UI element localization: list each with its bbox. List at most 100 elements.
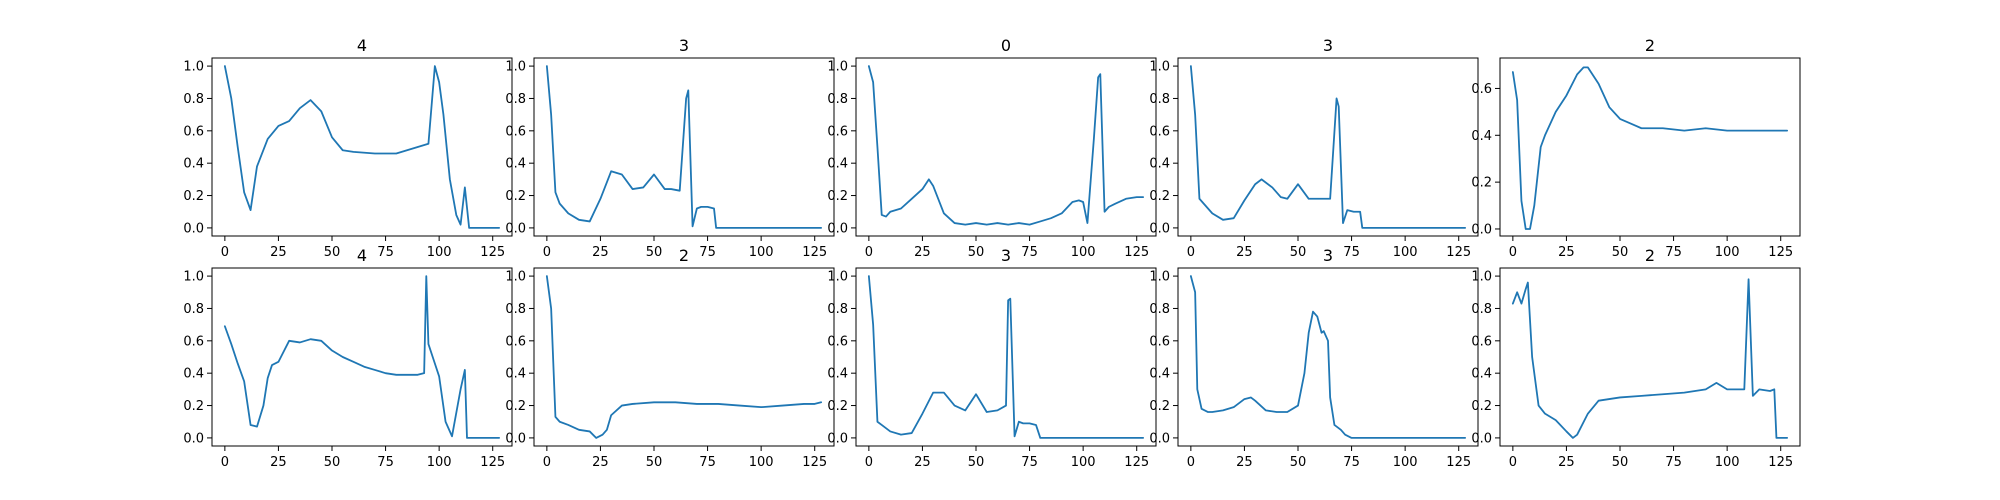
y-tick-label: 0.0: [1471, 431, 1492, 446]
subplot-4: 3 0 25 50 75 100 125 0.0 0.2 0.4 0.6 0.8 1.0: [1149, 36, 1479, 260]
subplot-8: 3 0 25 50 75 100 125 0.0 0.2 0.4 0.6 0.8 1.0: [827, 246, 1157, 470]
y-tick-label: 0.6: [183, 124, 204, 139]
x-tick-label: 50: [1612, 245, 1629, 260]
subplot-title: 2: [1645, 36, 1655, 55]
x-tick-label: 75: [1021, 245, 1038, 260]
series-line: [223, 65, 501, 229]
x-tick-label: 0: [865, 245, 873, 260]
y-tick-label: 0.0: [505, 431, 526, 446]
y-tick-label: 0.4: [1149, 157, 1170, 172]
series-line: [867, 275, 1145, 439]
y-tick-label: 0.4: [505, 157, 526, 172]
x-tick-label: 100: [1393, 455, 1418, 470]
x-tick-label: 125: [480, 245, 505, 260]
x-tick-label: 0: [543, 455, 551, 470]
x-tick-label: 0: [1509, 455, 1517, 470]
y-tick-label: 0.6: [1149, 124, 1170, 139]
subplot-9: 3 0 25 50 75 100 125 0.0 0.2 0.4 0.6 0.8 1.0: [1149, 246, 1479, 470]
y-tick-label: 0.2: [505, 399, 526, 414]
y-tick-label: 0.0: [505, 221, 526, 236]
x-tick-label: 0: [543, 245, 551, 260]
subplot-2: 3 0 25 50 75 100 125 0.0 0.2 0.4 0.6 0.8 1.0: [505, 36, 835, 260]
x-tick-label: 125: [802, 245, 827, 260]
x-tick-label: 75: [1021, 455, 1038, 470]
series-line: [223, 275, 501, 439]
subplot-title: 3: [1323, 246, 1333, 265]
y-tick-label: 0.2: [827, 189, 848, 204]
x-tick-label: 25: [914, 245, 931, 260]
x-tick-label: 100: [1393, 245, 1418, 260]
x-tick-label: 50: [1290, 455, 1307, 470]
x-tick-label: 125: [802, 455, 827, 470]
x-tick-label: 125: [1768, 245, 1793, 260]
subplot-5: 2 0 25 50 75 100 125 0.0 0.2 0.4 0.6: [1471, 36, 1801, 260]
y-tick-label: 0.8: [183, 302, 204, 317]
y-tick-label: 0.2: [183, 189, 204, 204]
y-tick-label: 0.4: [1471, 129, 1492, 144]
x-tick-label: 25: [1236, 245, 1253, 260]
y-tick-label: 0.0: [183, 431, 204, 446]
x-tick-label: 100: [1071, 455, 1096, 470]
y-tick-label: 0.8: [827, 302, 848, 317]
x-tick-label: 50: [646, 245, 663, 260]
x-tick-label: 100: [749, 455, 774, 470]
y-tick-label: 0.6: [1149, 334, 1170, 349]
y-tick-label: 0.4: [1149, 367, 1170, 382]
y-tick-label: 0.0: [183, 221, 204, 236]
y-tick-label: 1.0: [827, 270, 848, 285]
subplot-10: 2 0 25 50 75 100 125 0.0 0.2 0.4 0.6 0.8 1.0: [1471, 246, 1801, 470]
x-tick-label: 0: [221, 455, 229, 470]
x-tick-label: 0: [1187, 245, 1195, 260]
y-tick-label: 0.0: [1149, 221, 1170, 236]
x-tick-label: 50: [968, 245, 985, 260]
subplot-6: 4 0 25 50 75 100 125 0.0 0.2 0.4 0.6 0.8 1.0: [183, 246, 513, 470]
y-tick-label: 0.0: [1149, 431, 1170, 446]
y-tick-label: 0.0: [827, 221, 848, 236]
subplot-title: 3: [1323, 36, 1333, 55]
series-line: [867, 65, 1145, 226]
series-line: [1511, 278, 1789, 439]
subplot-title: 2: [1645, 246, 1655, 265]
subplot-title: 4: [357, 36, 367, 55]
x-tick-label: 125: [1446, 455, 1471, 470]
axes-frame: [1499, 267, 1801, 447]
x-tick-label: 0: [865, 455, 873, 470]
x-tick-label: 25: [270, 245, 287, 260]
subplot-title: 3: [1001, 246, 1011, 265]
y-tick-label: 1.0: [183, 270, 204, 285]
x-tick-label: 125: [1768, 455, 1793, 470]
axes-frame: [211, 57, 513, 237]
x-tick-label: 75: [1343, 245, 1360, 260]
y-tick-label: 0.4: [827, 367, 848, 382]
y-tick-label: 0.6: [827, 124, 848, 139]
x-tick-label: 75: [699, 455, 716, 470]
series-line: [1189, 275, 1467, 439]
y-tick-label: 0.8: [183, 92, 204, 107]
x-tick-label: 100: [427, 455, 452, 470]
axes-frame: [855, 57, 1157, 237]
y-tick-label: 0.6: [183, 334, 204, 349]
axes-frame: [533, 57, 835, 237]
x-tick-label: 75: [377, 455, 394, 470]
x-tick-label: 50: [968, 455, 985, 470]
subplot-title: 0: [1001, 36, 1011, 55]
y-tick-label: 0.4: [505, 367, 526, 382]
x-tick-label: 75: [1665, 455, 1682, 470]
x-tick-label: 25: [592, 455, 609, 470]
x-tick-label: 100: [1071, 245, 1096, 260]
y-tick-label: 0.4: [183, 367, 204, 382]
y-tick-label: 0.6: [1471, 334, 1492, 349]
y-tick-label: 0.2: [183, 399, 204, 414]
axes-frame: [533, 267, 835, 447]
x-tick-label: 75: [1665, 245, 1682, 260]
y-tick-label: 0.8: [1149, 92, 1170, 107]
x-tick-label: 50: [324, 455, 341, 470]
y-tick-label: 1.0: [1149, 60, 1170, 75]
y-tick-label: 0.2: [827, 399, 848, 414]
axes-frame: [1499, 57, 1801, 237]
y-tick-label: 0.2: [1471, 176, 1492, 191]
y-tick-label: 0.8: [505, 302, 526, 317]
y-tick-label: 0.2: [1149, 189, 1170, 204]
x-tick-label: 75: [1343, 455, 1360, 470]
